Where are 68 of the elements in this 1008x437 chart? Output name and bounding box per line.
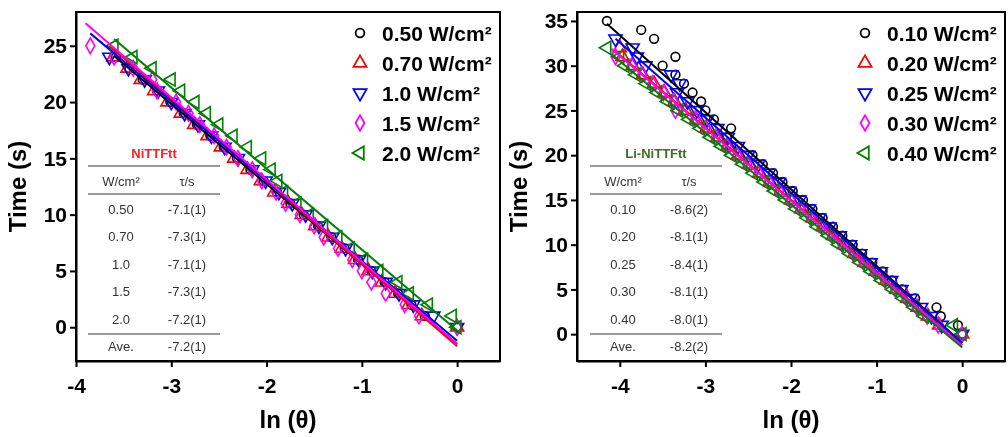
x-tick-label: -1 — [867, 374, 887, 398]
legend-label: 1.0 W/cm² — [382, 82, 481, 105]
x-axis-title: ln (θ) — [259, 406, 317, 433]
annotation: -7.2(1) — [167, 339, 207, 354]
legend-label: 2.0 W/cm² — [382, 142, 481, 165]
y-tick-label: 0 — [55, 315, 67, 339]
legend-label: 0.50 W/cm² — [382, 22, 492, 45]
annotation: -8.4(1) — [669, 256, 709, 272]
annotation: 2.0 — [111, 311, 131, 327]
y-tick-label: 30 — [544, 53, 568, 77]
annotation: W/cm² — [102, 174, 141, 189]
annotation: 0.20 — [610, 229, 636, 244]
annotation: -7.3(1) — [167, 229, 207, 244]
legend-label: 0.25 W/cm² — [887, 82, 997, 105]
y-tick-label: 10 — [544, 232, 568, 256]
annotation: -7.1(1) — [167, 256, 207, 272]
annotation: 0.50 — [108, 201, 134, 217]
legend-label: 1.5 W/cm² — [382, 112, 481, 135]
y-tick-label: 0 — [556, 322, 568, 346]
y-tick-label: 20 — [544, 143, 568, 167]
annotation: 0.10 — [610, 201, 636, 217]
annotation: -7.2(1) — [167, 311, 207, 327]
legend-label: 0.70 W/cm² — [382, 52, 492, 75]
annotation: -8.6(2) — [669, 201, 709, 217]
x-axis-title: ln (θ) — [762, 406, 820, 433]
annotation: W/cm² — [604, 174, 643, 189]
y-tick-label: 10 — [43, 202, 67, 226]
y-axis-title: Time (s) — [4, 140, 31, 233]
x-tick-label: -3 — [696, 374, 716, 398]
y-tick-label: 25 — [544, 98, 569, 122]
x-tick-label: -1 — [353, 374, 372, 398]
x-tick-label: -2 — [782, 374, 801, 398]
legend-label: 0.30 W/cm² — [887, 112, 997, 135]
annotation: NiTTFtt — [131, 146, 178, 161]
y-tick-label: 5 — [556, 277, 569, 301]
y-axis-title: Time (s) — [505, 140, 532, 233]
annotation: 0.30 — [610, 284, 636, 299]
legend-label: 0.20 W/cm² — [887, 52, 997, 75]
annotation: -7.3(1) — [167, 284, 207, 299]
x-tick-label: 0 — [451, 374, 464, 398]
annotation: 1.0 — [111, 256, 131, 272]
annotation: Ave. — [108, 339, 134, 354]
annotation: -7.1(1) — [167, 201, 207, 217]
annotation: 0.70 — [108, 229, 134, 244]
y-tick-label: 15 — [544, 188, 569, 212]
annotation: τ/s — [179, 174, 196, 189]
y-tick-label: 5 — [55, 259, 68, 283]
annotation: 1.5 — [111, 284, 131, 299]
annotation: -8.1(1) — [669, 284, 709, 299]
x-tick-label: -4 — [67, 374, 87, 398]
x-tick-label: -2 — [257, 374, 277, 398]
x-tick-label: -4 — [610, 374, 630, 398]
y-tick-label: 15 — [43, 146, 68, 170]
legend-label: 0.40 W/cm² — [887, 142, 997, 165]
annotation: τ/s — [681, 174, 698, 189]
annotation: Li-NiTTFtt — [625, 146, 688, 161]
y-tick-label: 20 — [43, 90, 67, 114]
annotation: 0.40 — [610, 311, 636, 327]
annotation: Ave. — [610, 339, 636, 354]
legend-label: 0.10 W/cm² — [887, 22, 997, 45]
annotation: -8.2(2) — [669, 339, 709, 354]
x-tick-label: 0 — [956, 374, 969, 398]
y-tick-label: 35 — [544, 9, 569, 33]
x-tick-label: -3 — [162, 374, 182, 398]
annotation: 0.25 — [610, 256, 636, 272]
y-tick-label: 25 — [43, 33, 68, 57]
annotation: -8.0(1) — [669, 311, 709, 327]
annotation: -8.1(1) — [669, 229, 709, 244]
